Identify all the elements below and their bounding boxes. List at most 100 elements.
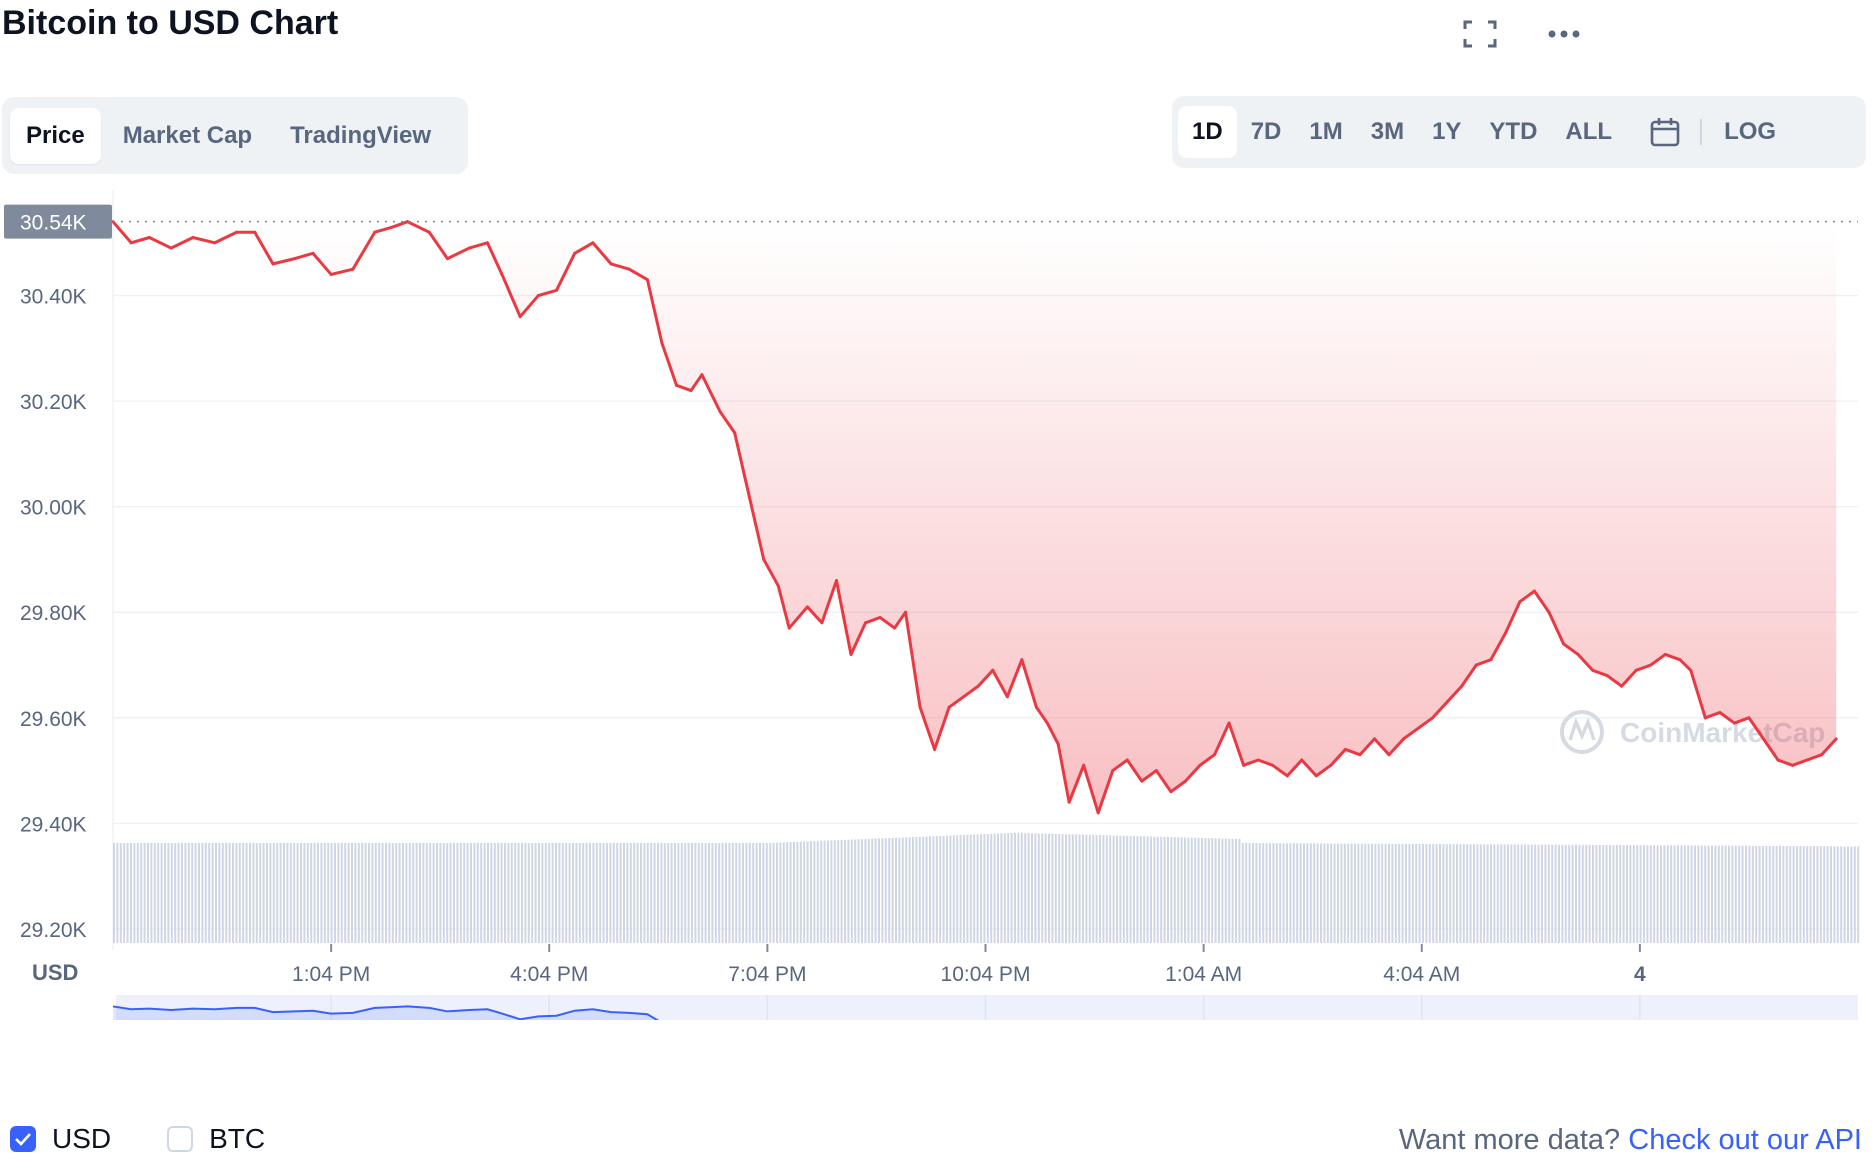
price-segment [1372, 737, 1391, 757]
api-link[interactable]: Check out our API [1628, 1124, 1862, 1156]
range-all[interactable]: ALL [1565, 118, 1613, 145]
volume-bar [1445, 844, 1448, 943]
volume-bar [385, 843, 387, 943]
volume-bar [1588, 844, 1591, 943]
price-segment [1005, 658, 1024, 699]
tab-market-cap[interactable]: Market Cap [122, 121, 253, 149]
volume-bar [517, 843, 520, 943]
volume-bar [1660, 845, 1662, 943]
volume-bar [677, 843, 680, 943]
y-tick-label: 30.40K [20, 286, 87, 309]
volume-bar [1473, 844, 1475, 943]
volume-bar [289, 843, 292, 943]
volume-bar [983, 834, 986, 943]
volume-bar [633, 843, 636, 943]
volume-bar [1020, 832, 1023, 943]
volume-bar [116, 843, 119, 943]
volume-bar [1122, 835, 1125, 943]
volume-bar [470, 843, 472, 943]
range-3m[interactable]: 3M [1370, 118, 1405, 145]
volume-bar [201, 843, 204, 943]
range-ytd[interactable]: YTD [1489, 118, 1538, 145]
volume-bar [626, 843, 629, 943]
volume-bar [711, 843, 714, 943]
volume-bar [731, 843, 734, 943]
tab-price[interactable]: Price [10, 107, 101, 164]
price-chart-svg[interactable]: CoinMarketCap 30.54K 30.40K30.20K30.00K2… [0, 190, 1874, 1095]
volume-bar [453, 843, 455, 943]
volume-bar [1779, 845, 1781, 943]
volume-bar [1609, 845, 1611, 943]
volume-bar [1802, 846, 1805, 943]
volume-bar [1340, 843, 1343, 943]
currency-axis-label: USD [32, 960, 78, 985]
volume-bar [946, 835, 948, 943]
volume-bar [541, 843, 544, 943]
range-7d[interactable]: 7D [1250, 118, 1282, 145]
price-segment [689, 373, 704, 393]
price-segment [1820, 737, 1838, 757]
volume-bar [623, 843, 625, 943]
volume-bar [354, 843, 357, 943]
volume-bar [816, 840, 819, 943]
volume-bar [1194, 837, 1197, 943]
price-segment [1329, 747, 1347, 767]
volume-bar [738, 843, 741, 943]
volume-bar [1571, 844, 1574, 943]
volume-bar [1143, 836, 1146, 943]
volume-bar [657, 843, 659, 943]
range-1m[interactable]: 1M [1309, 118, 1343, 145]
volume-bar [752, 843, 755, 943]
volume-bar [674, 843, 676, 943]
price-segment [271, 257, 297, 266]
volume-bar [395, 843, 398, 943]
range-1d[interactable]: 1D [1178, 106, 1237, 158]
fullscreen-icon[interactable] [1460, 14, 1500, 54]
more-horizontal-icon[interactable] [1544, 14, 1584, 54]
btc-checkbox[interactable] [167, 1126, 194, 1152]
volume-bar [857, 839, 860, 943]
volume-bar [555, 843, 557, 943]
range-1y[interactable]: 1Y [1432, 118, 1462, 145]
volume-bar [721, 843, 724, 943]
volume-bar [1578, 844, 1581, 943]
range-divider [1700, 119, 1703, 145]
volume-bar [140, 843, 143, 943]
volume-bar [1384, 843, 1387, 943]
volume-bar [779, 842, 782, 943]
volume-bar [150, 843, 153, 943]
volume-bar [1840, 846, 1843, 943]
price-segment [1358, 737, 1376, 757]
volume-bar [1071, 834, 1074, 943]
tab-tradingview[interactable]: TradingView [290, 121, 432, 149]
volume-bar [194, 843, 197, 943]
price-segment [1474, 658, 1493, 667]
volume-bar [361, 843, 364, 943]
volume-bar [895, 837, 897, 943]
volume-bar [1602, 844, 1605, 943]
volume-bar [514, 843, 517, 943]
volume-bar [1442, 844, 1445, 943]
price-segment [169, 236, 195, 250]
volume-bar [334, 843, 336, 943]
volume-bar [772, 842, 775, 943]
volume-bar [1275, 843, 1278, 943]
volume-bar [1068, 834, 1071, 943]
volume-bar [1180, 837, 1183, 943]
price-chart[interactable]: CoinMarketCap 30.54K 30.40K 30.20K 30.00K 2… [0, 190, 1874, 1095]
volume-bar [1561, 844, 1564, 943]
calendar-icon[interactable] [1640, 109, 1690, 155]
x-tick-label: 7:04 PM [728, 963, 806, 986]
price-segment [1140, 769, 1158, 783]
log-scale-toggle[interactable]: LOG [1724, 118, 1777, 145]
usd-checkbox[interactable] [10, 1126, 36, 1152]
price-segment [555, 251, 577, 292]
volume-bar [1826, 846, 1829, 943]
volume-bar [235, 843, 238, 943]
volume-bar [908, 837, 911, 943]
page-title: Bitcoin to USD Chart [2, 4, 339, 42]
volume-bar [793, 841, 795, 943]
price-segment [893, 610, 908, 630]
volume-bar [456, 843, 459, 943]
